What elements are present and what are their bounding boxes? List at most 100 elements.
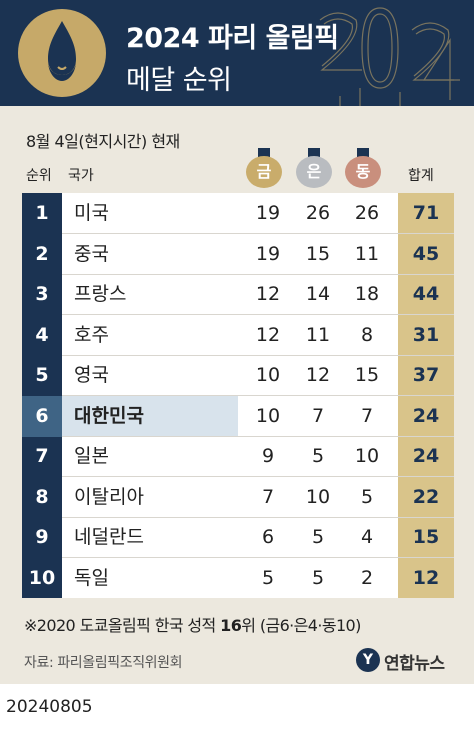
header-banner: 2024 파리 올림픽 메달 순위 [0, 0, 474, 106]
bronze-medal-label: 동 [345, 156, 381, 188]
silver-medal-icon: 은 [294, 148, 334, 188]
gold-count-cell: 6 [261, 526, 275, 548]
footnote-rank: 16 [220, 616, 242, 635]
total-cell: 71 [412, 202, 440, 224]
bronze-count-cell: 8 [360, 323, 374, 346]
footnote-prefix: ※2020 도쿄올림픽 한국 성적 [24, 616, 221, 635]
rank-cell: 10 [28, 566, 56, 589]
gold-medal-label: 금 [246, 156, 282, 188]
table-row: 5 영국 10 12 15 37 [22, 355, 454, 396]
total-cell: 45 [412, 242, 440, 265]
total-cell: 24 [412, 445, 440, 467]
row-divider [62, 314, 454, 315]
silver-count-cell: 12 [305, 364, 331, 386]
country-cell: 네덜란드 [62, 517, 238, 558]
table-row: 2 중국 19 15 11 45 [22, 234, 454, 275]
yonhap-logo-icon: Y [356, 648, 380, 672]
total-cell: 44 [412, 283, 440, 305]
date-stamp: 20240805 [6, 697, 93, 717]
decorative-2024-pattern [319, 7, 460, 106]
bronze-medal-icon: 동 [343, 148, 383, 188]
row-divider [62, 435, 454, 437]
page-subtitle: 메달 순위 [126, 65, 232, 96]
gold-count-cell: 19 [255, 202, 281, 224]
silver-count-cell: 5 [311, 526, 325, 548]
country-cell: 미국 [62, 193, 238, 234]
gold-count-cell: 5 [261, 566, 275, 589]
table-row: 1 미국 19 26 26 71 [22, 193, 454, 234]
silver-count-cell: 5 [311, 445, 325, 467]
country-cell: 프랑스 [62, 274, 238, 315]
country-name: 중국 [74, 242, 109, 265]
agency-name: 연합뉴스 [384, 654, 445, 674]
silver-count-cell: 14 [305, 283, 331, 305]
table-row: 6 대한민국 10 7 7 24 [22, 395, 454, 437]
row-divider [62, 233, 454, 234]
country-cell: 일본 [62, 436, 238, 477]
rank-cell: 3 [35, 283, 49, 305]
country-name: 일본 [74, 445, 109, 467]
rank-cell: 7 [35, 445, 49, 467]
table-row: 10 독일 5 5 2 12 [22, 558, 454, 599]
silver-count-cell: 15 [305, 242, 331, 265]
gold-count-cell: 12 [255, 283, 281, 305]
rank-cell: 9 [35, 526, 49, 548]
table-row: 4 호주 12 11 8 31 [22, 315, 454, 356]
bronze-count-cell: 7 [360, 404, 374, 427]
rank-cell: 1 [35, 202, 49, 224]
bronze-count-cell: 10 [354, 445, 380, 467]
bronze-count-cell: 18 [354, 283, 380, 305]
country-cell: 중국 [62, 234, 238, 275]
row-divider [62, 476, 454, 477]
paris-2024-flame-emblem-icon [18, 9, 106, 97]
country-name: 이탈리아 [74, 485, 144, 508]
date-note: 8월 4일(현지시간) 현재 [26, 132, 180, 151]
silver-medal-label: 은 [296, 156, 332, 188]
footnote-suffix: 위 (금6·은4·동10) [241, 616, 361, 635]
row-divider [62, 516, 454, 518]
country-name: 프랑스 [74, 283, 127, 305]
rank-cell: 8 [35, 485, 49, 508]
silver-count-cell: 7 [311, 404, 325, 427]
country-name: 네덜란드 [74, 526, 144, 548]
country-name: 영국 [74, 364, 109, 386]
source-credit: 자료: 파리올림픽조직위원회 [24, 655, 183, 671]
country-name: 대한민국 [74, 404, 144, 427]
gold-count-cell: 7 [261, 485, 275, 508]
table-row: 9 네덜란드 6 5 4 15 [22, 517, 454, 558]
gold-count-cell: 9 [261, 445, 275, 467]
country-name: 독일 [74, 566, 109, 589]
country-cell: 영국 [62, 355, 238, 396]
table-row: 3 프랑스 12 14 18 44 [22, 274, 454, 315]
country-cell: 독일 [62, 558, 238, 599]
rank-cell: 4 [35, 323, 49, 346]
total-cell: 15 [412, 526, 440, 548]
bronze-count-cell: 11 [354, 242, 380, 265]
total-column-header: 합계 [408, 168, 434, 184]
rank-cell: 5 [35, 364, 49, 386]
gold-count-cell: 10 [255, 404, 281, 427]
silver-count-cell: 26 [305, 202, 331, 224]
bronze-count-cell: 5 [360, 485, 374, 508]
silver-count-cell: 10 [305, 485, 331, 508]
gold-count-cell: 12 [255, 323, 281, 346]
silver-count-cell: 11 [305, 323, 331, 346]
gold-count-cell: 19 [255, 242, 281, 265]
row-divider [62, 557, 454, 558]
page-title: 2024 파리 올림픽 [126, 23, 339, 54]
bronze-count-cell: 15 [354, 364, 380, 386]
total-cell: 37 [412, 364, 440, 386]
bronze-count-cell: 4 [360, 526, 374, 548]
total-cell: 12 [412, 566, 440, 589]
country-cell: 대한민국 [62, 395, 238, 437]
country-cell: 이탈리아 [62, 477, 238, 518]
rank-column-header: 순위 [26, 168, 52, 184]
bronze-count-cell: 2 [360, 566, 374, 589]
total-cell: 31 [412, 323, 440, 346]
row-divider [62, 395, 454, 396]
country-cell: 호주 [62, 315, 238, 356]
row-divider [62, 273, 454, 275]
bronze-count-cell: 26 [354, 202, 380, 224]
rank-cell: 6 [22, 395, 62, 437]
total-cell: 22 [412, 485, 440, 508]
